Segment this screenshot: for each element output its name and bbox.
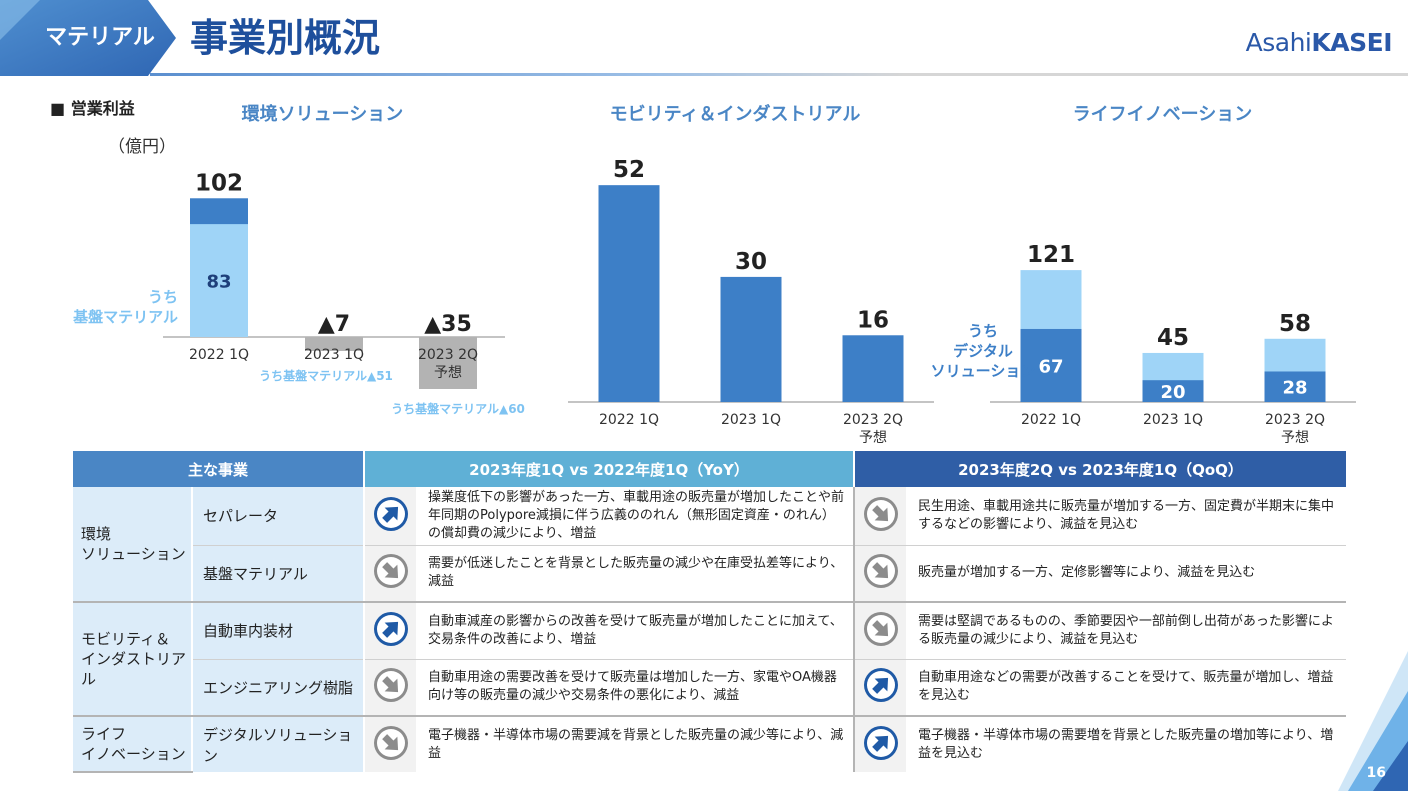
bar xyxy=(842,335,904,402)
yoy-trend-icon xyxy=(364,487,417,546)
table-row: 基盤マテリアル 需要が低迷したことを背景とした販売量の減少や在庫受払差等により、減… xyxy=(73,545,1347,603)
bar-sub-label: 67 xyxy=(1038,356,1063,377)
chart-title-life: ライフイノベーション xyxy=(1072,104,1253,125)
bar xyxy=(598,185,660,402)
qoq-trend-icon xyxy=(854,659,907,717)
bar-value-label: ▲7 xyxy=(318,312,350,337)
charts-area: ■ 営業利益 （億円） 環境ソリューション モビリティ＆インダストリアル ライフ… xyxy=(0,80,1408,450)
bar-sub-label: 20 xyxy=(1160,382,1185,403)
arrow-up-right-icon xyxy=(863,668,898,703)
legend-sub-series: うち基盤マテリアル xyxy=(72,288,178,326)
qoq-text: 民生用途、車載用途共に販売量が増加する一方、固定費が半期末に集中するなどの影響に… xyxy=(906,487,1347,546)
yoy-text: 自動車減産の影響からの改善を受けて販売量が増加したことに加えて、交易条件の改善に… xyxy=(416,602,856,660)
header-divider xyxy=(150,73,1408,76)
bar-value-label: 52 xyxy=(613,157,645,183)
page-title: 事業別概況 xyxy=(190,16,381,60)
arrow-down-right-icon xyxy=(373,725,408,760)
company-logo: AsahiKASEI xyxy=(1245,28,1393,57)
page-corner-decoration xyxy=(1338,651,1408,791)
category-cell: モビリティ＆ インダストリアル xyxy=(73,602,193,717)
category-cell: 環境 ソリューション xyxy=(73,487,193,603)
category-cell: ライフ イノベーション xyxy=(73,716,193,773)
table-row: ライフ イノベーション デジタルソリューション 電子機器・半導体市場の需要減を背景と… xyxy=(73,716,1346,773)
qoq-trend-icon xyxy=(854,602,907,660)
header-yoy: 2023年度1Q vs 2022年度1Q（YoY） xyxy=(364,451,856,487)
sub-annotation: うち基盤マテリアル▲51 xyxy=(259,368,393,383)
legend-sub-series: うちデジタルソリューション xyxy=(931,322,1036,380)
header-qoq: 2023年度2Q vs 2023年度1Q（QoQ） xyxy=(854,451,1347,487)
header-main-business: 主な事業 xyxy=(73,451,366,487)
yoy-text: 自動車用途の需要改善を受けて販売量は増加した一方、家電やOA機器向け等の販売量の… xyxy=(416,659,856,717)
business-name: デジタルソリューション xyxy=(192,716,366,772)
qoq-trend-icon xyxy=(854,545,907,603)
bar-value-label: 30 xyxy=(735,249,767,275)
bar-value-label: 45 xyxy=(1157,325,1189,351)
arrow-up-right-icon xyxy=(863,725,898,760)
header-tag: マテリアル xyxy=(45,25,155,50)
qoq-text: 電子機器・半導体市場の需要増を背景とした販売量の増加等により、増益を見込む xyxy=(918,727,1334,761)
business-summary-table: 主な事業 2023年度1Q vs 2022年度1Q（YoY） 2023年度2Q … xyxy=(73,451,1347,773)
qoq-text: 需要は堅調であるものの、季節要因や一部前倒し出荷があった影響による販売量の減少に… xyxy=(906,602,1347,660)
bar-sub-label: 83 xyxy=(206,272,231,293)
table-row: 環境 ソリューション セパレータ 操業度低下の影響があった一方、車載用途の販売量が増… xyxy=(73,487,1347,603)
bar-sub xyxy=(1264,371,1326,402)
bar-sub-label: 28 xyxy=(1282,378,1307,399)
x-tick-label: 2022 1Q xyxy=(1021,412,1081,428)
x-tick-label: 2022 1Q xyxy=(189,347,249,363)
unit-label: （億円） xyxy=(108,137,176,157)
bar-value-label: 16 xyxy=(857,307,889,333)
yoy-text: 操業度低下の影響があった一方、車載用途の販売量が増加したことや前年同期のPoly… xyxy=(416,487,856,546)
x-tick-label: 2023 1Q xyxy=(304,347,364,363)
chart-title-env: 環境ソリューション xyxy=(241,104,404,125)
bar-negative xyxy=(305,337,363,351)
bar-sub xyxy=(1142,380,1204,402)
bar xyxy=(720,276,782,402)
bar-sub xyxy=(1020,328,1082,402)
arrow-down-right-icon xyxy=(373,668,408,703)
yoy-trend-icon xyxy=(364,602,417,660)
business-name: セパレータ xyxy=(192,487,366,546)
x-tick-label: 2022 1Q xyxy=(599,412,659,428)
x-tick-label: 2023 2Q 予想 xyxy=(418,347,478,381)
business-name: エンジニアリング樹脂 xyxy=(192,659,366,717)
qoq-text: 自動車用途などの需要が改善することを受けて、販売量が増加し、増益を見込む xyxy=(906,659,1347,717)
arrow-up-right-icon xyxy=(373,496,408,531)
chart-title-mobility: モビリティ＆インダストリアル xyxy=(609,104,861,125)
table-row: エンジニアリング樹脂 自動車用途の需要改善を受けて販売量は増加した一方、家電やOA… xyxy=(73,659,1347,717)
bar-value-label: 58 xyxy=(1279,311,1311,337)
bar-negative xyxy=(419,337,477,389)
qoq-trend-icon xyxy=(854,716,907,772)
slide-header: マテリアル 事業別概況 AsahiKASEI xyxy=(0,0,1408,76)
header-tag-shape xyxy=(0,0,176,76)
x-tick-label: 2023 1Q xyxy=(1143,412,1203,428)
yoy-text: 需要が低迷したことを背景とした販売量の減少や在庫受払差等により、減益 xyxy=(416,545,856,603)
business-name: 基盤マテリアル xyxy=(192,545,366,603)
business-name: 自動車内装材 xyxy=(192,602,366,660)
qoq-trend-icon xyxy=(854,487,907,546)
arrow-down-right-icon xyxy=(863,611,898,646)
section-label: ■ 営業利益 xyxy=(50,99,135,118)
page-number: 16 xyxy=(1366,765,1386,781)
yoy-trend-icon xyxy=(364,716,417,772)
arrow-down-right-icon xyxy=(863,554,898,589)
bar-value-label: 102 xyxy=(195,170,243,196)
arrow-down-right-icon xyxy=(863,496,898,531)
arrow-down-right-icon xyxy=(373,554,408,589)
yoy-trend-icon xyxy=(364,659,417,717)
x-tick-label: 2023 2Q 予想 xyxy=(843,412,903,446)
bar-value-label: 121 xyxy=(1027,242,1075,268)
arrow-up-right-icon xyxy=(373,611,408,646)
table-row: モビリティ＆ インダストリアル 自動車内装材 自動車減産の影響からの改善を受けて販売… xyxy=(73,602,1347,717)
x-tick-label: 2023 2Q 予想 xyxy=(1265,412,1325,446)
yoy-text: 電子機器・半導体市場の需要減を背景とした販売量の減少等により、減益 xyxy=(416,716,856,772)
bar-value-label: ▲35 xyxy=(424,312,472,337)
bar-sub xyxy=(190,224,248,337)
sub-annotation: うち基盤マテリアル▲60 xyxy=(391,401,525,416)
qoq-text: 販売量が増加する一方、定修影響等により、減益を見込む xyxy=(906,545,1347,603)
yoy-trend-icon xyxy=(364,545,417,603)
x-tick-label: 2023 1Q xyxy=(721,412,781,428)
